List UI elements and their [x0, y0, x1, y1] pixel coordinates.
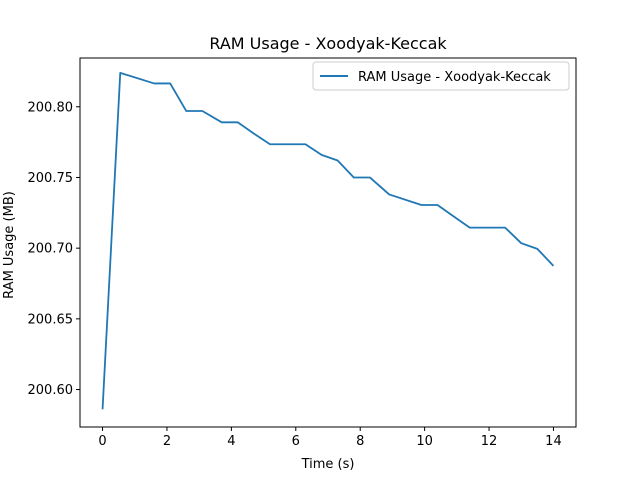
x-axis: 0 2 4 6 8 10 12 14: [98, 427, 562, 449]
series-lines: [101, 71, 555, 410]
x-tick-label: 10: [416, 434, 433, 449]
x-tick-label: 14: [545, 434, 562, 449]
series-line: [101, 71, 555, 410]
x-tick-label: 4: [227, 434, 235, 449]
y-tick-label: 200.70: [28, 242, 74, 257]
legend: RAM Usage - Xoodyak-Keccak: [312, 61, 570, 91]
x-tick-label: 2: [163, 434, 171, 449]
y-tick-label: 200.80: [28, 100, 74, 115]
legend-entry-label: RAM Usage - Xoodyak-Keccak: [358, 70, 551, 85]
y-tick-label: 200.60: [28, 383, 74, 398]
plot-area: 0 2 4 6 8 10 12 14 200.60200.65200.70200.75200.…: [28, 57, 577, 449]
y-axis-label: RAM Usage (MB): [2, 191, 17, 299]
y-tick-label: 200.75: [28, 171, 74, 186]
legend-box: [312, 61, 570, 91]
y-tick-label: 200.65: [28, 312, 74, 327]
x-tick-label: 6: [292, 434, 300, 449]
x-tick-label: 8: [356, 434, 364, 449]
x-tick-label: 0: [98, 434, 106, 449]
y-axis: 200.60 200.65 200.70 200.75 200.80: [28, 100, 80, 398]
axes-frame: [79, 57, 577, 428]
x-tick-label: 12: [481, 434, 498, 449]
chart-title: RAM Usage - Xoodyak-Keccak: [209, 34, 447, 53]
x-axis-label: Time (s): [301, 457, 355, 472]
